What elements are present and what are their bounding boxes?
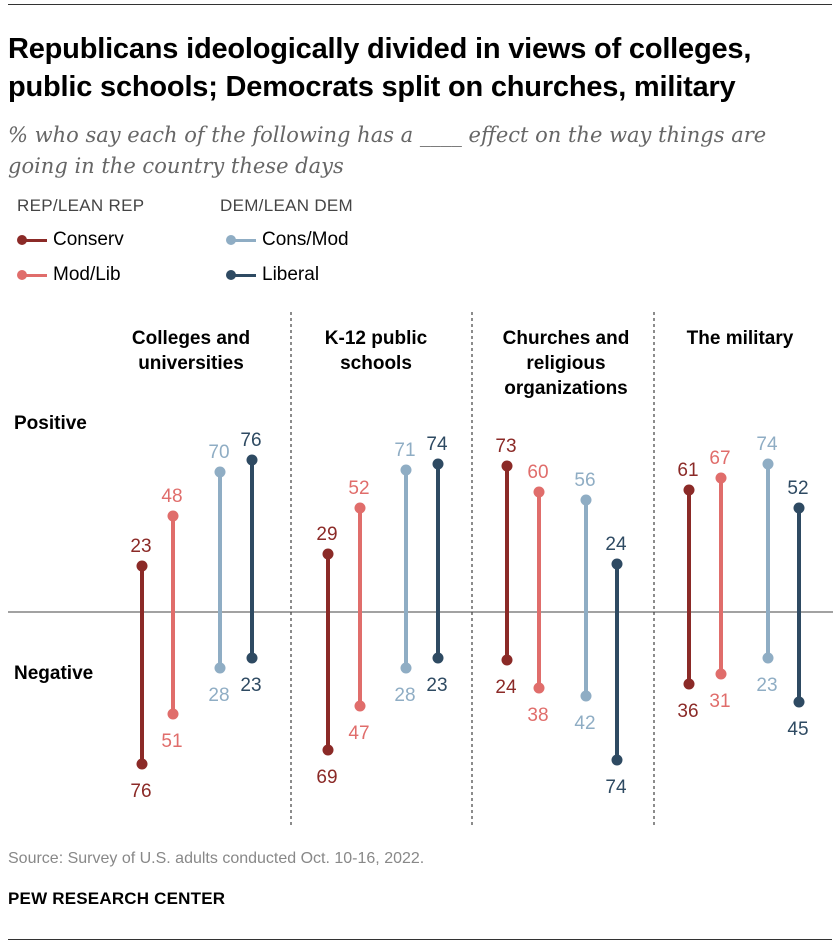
- chart-subtitle: % who say each of the following has a __…: [8, 123, 767, 178]
- legend-item-consmod: Cons/Mod: [226, 229, 349, 251]
- negative-label-p1-liberal: 23: [240, 675, 261, 696]
- negative-label-p3-conserv: 24: [495, 677, 517, 698]
- legend-label-conserv: Conserv: [53, 229, 124, 250]
- panel-title-military: The military: [686, 328, 794, 349]
- legend-dem-heading: DEM/LEAN DEM: [220, 196, 354, 215]
- negative-dot-p1-liberal: [246, 652, 258, 664]
- positive-dot-p1-liberal: [246, 454, 258, 466]
- negative-row-label: Negative: [14, 663, 94, 684]
- negative-label-p1-modlib: 51: [161, 731, 182, 752]
- panel-title-churches: Churches and religious organizations: [502, 328, 630, 399]
- positive-dot-p3-modlib: [533, 486, 545, 498]
- positive-dot-p2-conserv: [322, 548, 334, 560]
- positive-label-p2-liberal: 74: [426, 434, 448, 455]
- positive-label-p3-modlib: 60: [527, 462, 548, 483]
- negative-label-p3-liberal: 74: [605, 777, 627, 798]
- legend-item-modlib: Mod/Lib: [17, 264, 121, 286]
- negative-dot-p4-conserv: [683, 678, 695, 690]
- legend-item-liberal: Liberal: [226, 264, 319, 286]
- positive-dot-p2-consmod: [400, 464, 412, 476]
- legend-label-modlib: Mod/Lib: [53, 264, 121, 285]
- positive-label-p1-liberal: 76: [240, 430, 261, 451]
- positive-label-p2-modlib: 52: [348, 478, 369, 499]
- negative-label-p2-conserv: 69: [316, 767, 337, 788]
- negative-dot-p3-liberal: [611, 754, 623, 766]
- positive-dot-p2-modlib: [354, 502, 366, 514]
- panel-title-k12: K-12 public schools: [324, 328, 428, 374]
- positive-dot-p4-modlib: [715, 472, 727, 484]
- negative-dot-p3-modlib: [533, 682, 545, 694]
- negative-label-p4-liberal: 45: [787, 719, 808, 740]
- negative-dot-p4-liberal: [793, 696, 805, 708]
- positive-dot-p4-consmod: [762, 458, 774, 470]
- negative-dot-p4-consmod: [762, 652, 774, 664]
- positive-row-label: Positive: [14, 413, 87, 434]
- legend-label-liberal: Liberal: [262, 264, 320, 285]
- legend-label-consmod: Cons/Mod: [262, 229, 349, 250]
- positive-dot-p3-liberal: [611, 558, 623, 570]
- negative-dot-p3-conserv: [501, 654, 513, 666]
- legend-swatch-consmod: [226, 234, 256, 246]
- negative-dot-p1-conserv: [136, 758, 148, 770]
- positive-label-p4-consmod: 74: [756, 434, 778, 455]
- legend-item-conserv: Conserv: [17, 229, 124, 251]
- positive-dot-p1-conserv: [136, 560, 148, 572]
- legend-swatch-liberal: [226, 269, 256, 281]
- bottom-rule: [8, 939, 832, 940]
- brand-label: PEW RESEARCH CENTER: [8, 889, 226, 908]
- positive-label-p4-modlib: 67: [709, 448, 730, 469]
- positive-label-p3-conserv: 73: [495, 436, 516, 457]
- positive-dot-p3-consmod: [580, 494, 592, 506]
- source-note: Source: Survey of U.S. adults conducted …: [8, 850, 425, 867]
- positive-dot-p3-conserv: [501, 460, 513, 472]
- negative-label-p2-consmod: 28: [394, 685, 415, 706]
- negative-dot-p1-consmod: [214, 662, 226, 674]
- positive-dot-p4-conserv: [683, 484, 695, 496]
- negative-dot-p2-modlib: [354, 700, 366, 712]
- negative-dot-p2-consmod: [400, 662, 412, 674]
- negative-label-p3-consmod: 42: [574, 713, 595, 734]
- legend-rep-heading: REP/LEAN REP: [17, 196, 145, 215]
- positive-dot-p2-liberal: [432, 458, 444, 470]
- positive-label-p3-liberal: 24: [605, 534, 627, 555]
- positive-dot-p4-liberal: [793, 502, 805, 514]
- positive-label-p1-conserv: 23: [130, 536, 151, 557]
- legend-swatch-modlib: [17, 269, 47, 281]
- negative-dot-p1-modlib: [167, 708, 179, 720]
- top-rule: [8, 4, 832, 5]
- positive-dot-p1-consmod: [214, 466, 226, 478]
- negative-dot-p4-modlib: [715, 668, 727, 680]
- negative-label-p4-consmod: 23: [756, 675, 777, 696]
- positive-dot-p1-modlib: [167, 510, 179, 522]
- positive-label-p3-consmod: 56: [574, 470, 595, 491]
- negative-label-p2-liberal: 23: [426, 675, 447, 696]
- positive-label-p1-consmod: 70: [208, 442, 229, 463]
- negative-dot-p3-consmod: [580, 690, 592, 702]
- chart-title: Republicans ideologically divided in vie…: [8, 33, 752, 103]
- positive-label-p2-consmod: 71: [394, 440, 415, 461]
- negative-dot-p2-conserv: [322, 744, 334, 756]
- legend-swatch-conserv: [17, 234, 47, 246]
- negative-label-p2-modlib: 47: [348, 723, 369, 744]
- positive-label-p4-conserv: 61: [677, 460, 698, 481]
- positive-label-p2-conserv: 29: [316, 524, 337, 545]
- positive-label-p1-modlib: 48: [161, 486, 182, 507]
- panel-title-colleges: Colleges and universities: [131, 328, 251, 374]
- negative-label-p4-modlib: 31: [709, 691, 730, 712]
- negative-label-p1-conserv: 76: [130, 781, 151, 802]
- negative-label-p4-conserv: 36: [677, 701, 698, 722]
- positive-label-p4-liberal: 52: [787, 478, 808, 499]
- negative-label-p1-consmod: 28: [208, 685, 229, 706]
- negative-label-p3-modlib: 38: [527, 705, 548, 726]
- negative-dot-p2-liberal: [432, 652, 444, 664]
